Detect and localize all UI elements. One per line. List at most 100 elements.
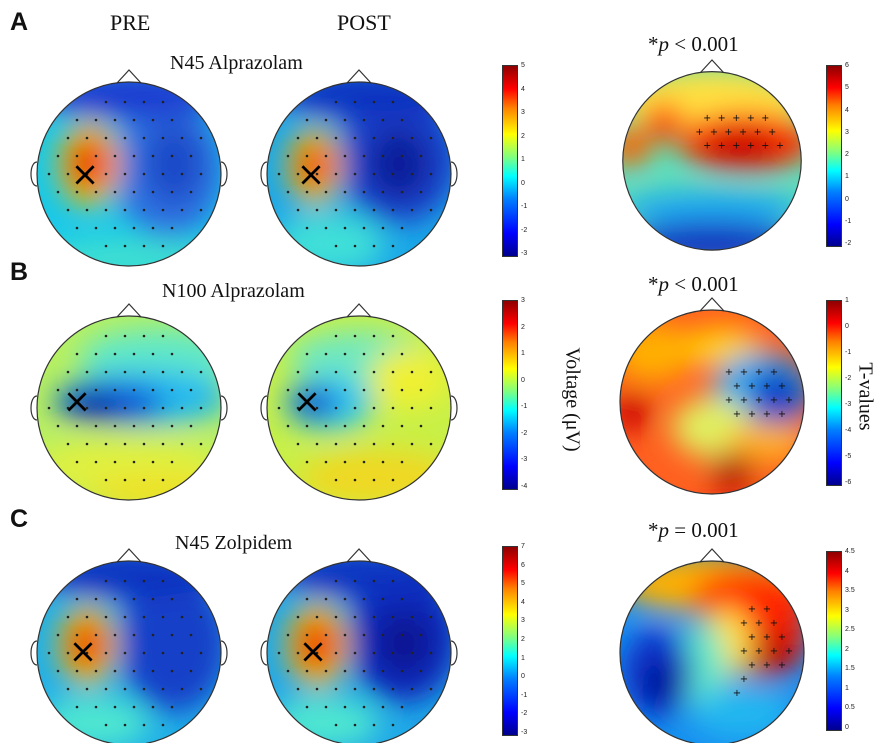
electrode-dot bbox=[372, 615, 376, 619]
electrode-dot bbox=[362, 154, 366, 158]
electrode-dot bbox=[315, 136, 319, 140]
electrode-dot bbox=[199, 615, 203, 619]
electrode-dot bbox=[381, 424, 385, 428]
electrode-dot bbox=[142, 442, 146, 446]
electrode-dot bbox=[142, 244, 146, 248]
electrode-dot bbox=[75, 154, 79, 158]
electrode-dot bbox=[161, 442, 165, 446]
electrode-dot bbox=[343, 388, 347, 392]
colorbar-tick-label: 4 bbox=[521, 598, 525, 606]
electrode-dot bbox=[429, 136, 433, 140]
colorbar-tick-label: 0 bbox=[521, 179, 525, 187]
electrode-dot bbox=[161, 244, 165, 248]
significant-electrode-marker: + bbox=[763, 632, 771, 643]
electrode-dot bbox=[180, 442, 184, 446]
electrode-dot bbox=[132, 597, 136, 601]
electrode-dot bbox=[381, 633, 385, 637]
electrode-dot bbox=[277, 172, 281, 176]
colorbar-tick-label: 3.5 bbox=[845, 587, 855, 595]
electrode-dot bbox=[305, 460, 309, 464]
electrode-dot bbox=[324, 669, 328, 673]
electrode-dot bbox=[391, 100, 395, 104]
electrode-dot bbox=[75, 424, 79, 428]
electrode-dot bbox=[353, 723, 357, 727]
electrode-dot bbox=[199, 136, 203, 140]
significant-electrode-marker: + bbox=[778, 632, 786, 643]
electrode-dot bbox=[343, 352, 347, 356]
electrode-dot bbox=[419, 669, 423, 673]
electrode-dot bbox=[94, 226, 98, 230]
electrode-dot bbox=[410, 406, 414, 410]
electrode-dot bbox=[381, 705, 385, 709]
electrode-dot bbox=[132, 118, 136, 122]
electrode-dot bbox=[94, 705, 98, 709]
electrode-dot bbox=[400, 388, 404, 392]
electrode-dot bbox=[66, 172, 70, 176]
voltage-axis-label: Voltage (μV) bbox=[561, 347, 584, 452]
significant-electrode-marker: + bbox=[770, 618, 778, 629]
colorbar-tick-label: 6 bbox=[845, 62, 849, 69]
electrode-dot bbox=[199, 406, 203, 410]
electrode-dot bbox=[315, 172, 319, 176]
electrode-dot bbox=[324, 597, 328, 601]
electrode-dot bbox=[315, 370, 319, 374]
topomap-c-pre: × bbox=[30, 548, 228, 743]
colorbar-tick-label: 3 bbox=[521, 297, 525, 304]
electrode-dot bbox=[180, 615, 184, 619]
topomap-a-post: × bbox=[260, 69, 458, 267]
electrode-dot bbox=[286, 388, 290, 392]
electrode-dot bbox=[47, 172, 51, 176]
significant-electrode-marker: + bbox=[739, 127, 747, 138]
electrode-dot bbox=[189, 154, 193, 158]
electrode-dot bbox=[180, 136, 184, 140]
colorbar-tick-label: 4 bbox=[845, 567, 849, 575]
colorbar-tick-label: -2 bbox=[845, 375, 852, 382]
tmap-b: + + + ++ + + ++ + + + ++ + + + bbox=[619, 297, 805, 495]
electrode-dot bbox=[104, 651, 108, 655]
electrode-dot bbox=[66, 615, 70, 619]
colorbar-tick-label: 2 bbox=[521, 323, 525, 331]
electrode-dot bbox=[151, 705, 155, 709]
electrode-dot bbox=[362, 226, 366, 230]
post-column-header: POST bbox=[337, 10, 391, 35]
colorbar-tick-label: 4.5 bbox=[845, 548, 855, 555]
electrode-dot bbox=[334, 406, 338, 410]
electrode-dot bbox=[75, 633, 79, 637]
electrode-dot bbox=[113, 424, 117, 428]
electrode-dot bbox=[180, 651, 184, 655]
electrode-dot bbox=[75, 705, 79, 709]
colorbar-tick-label: 0 bbox=[521, 376, 525, 384]
electrode-dot bbox=[142, 615, 146, 619]
topomap-c-post: × bbox=[260, 548, 458, 743]
electrode-dot bbox=[296, 136, 300, 140]
electrode-dot bbox=[296, 687, 300, 691]
electrode-dot bbox=[391, 208, 395, 212]
electrode-dot bbox=[391, 723, 395, 727]
electrode-dot bbox=[334, 244, 338, 248]
colorbar-tick-label: 3 bbox=[845, 128, 849, 136]
electrode-dot bbox=[372, 442, 376, 446]
significant-electrode-marker: + bbox=[754, 127, 762, 138]
electrode-dot bbox=[132, 226, 136, 230]
electrode-dot bbox=[315, 208, 319, 212]
electrode-dot bbox=[353, 208, 357, 212]
electrode-dot bbox=[305, 226, 309, 230]
stim-marker: × bbox=[293, 382, 322, 422]
electrode-dot bbox=[343, 190, 347, 194]
electrode-dot bbox=[372, 687, 376, 691]
electrode-dot bbox=[305, 705, 309, 709]
colorbar-tick-label: -2 bbox=[845, 240, 852, 247]
panel-letter-b: B bbox=[10, 258, 29, 286]
significant-electrode-marker: + bbox=[747, 113, 755, 124]
colorbar-tick-label: 0 bbox=[845, 195, 849, 203]
electrode-dot bbox=[56, 669, 60, 673]
electrode-dot bbox=[410, 687, 414, 691]
electrode-dot bbox=[305, 669, 309, 673]
stim-marker: × bbox=[71, 155, 100, 195]
electrode-dot bbox=[151, 597, 155, 601]
electrode-dot bbox=[324, 705, 328, 709]
electrode-dot bbox=[362, 669, 366, 673]
colorbar-b-t bbox=[826, 300, 842, 486]
colorbar-tick-label: 1.5 bbox=[845, 665, 855, 673]
electrode-dot bbox=[75, 460, 79, 464]
